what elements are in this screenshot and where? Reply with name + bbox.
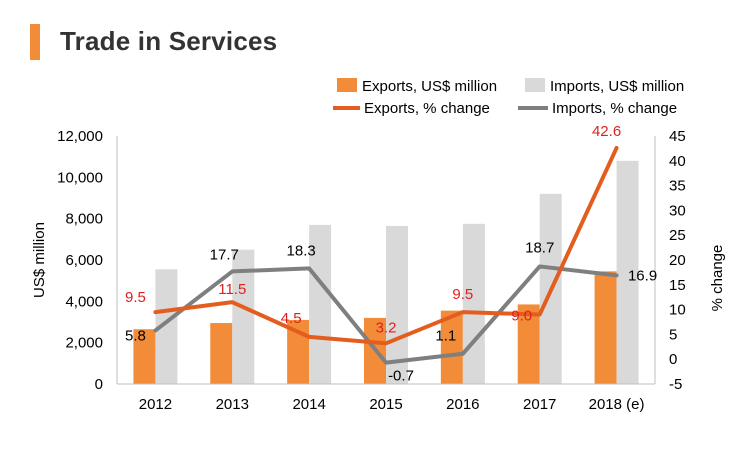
page-title: Trade in Services (60, 26, 278, 56)
exports-change-label: 4.5 (281, 310, 302, 327)
y2-tick-label: 40 (669, 153, 686, 170)
exports-bar (133, 329, 156, 384)
y2-tick-label: 10 (669, 302, 686, 319)
exports-change-line (153, 145, 619, 346)
y2-tick-label: 35 (669, 178, 686, 195)
y-tick-label: 10,000 (57, 169, 103, 186)
y2-tick-label: 20 (669, 252, 686, 269)
imports-bar (616, 160, 639, 384)
y2-tick-label: 45 (669, 128, 686, 145)
x-tick-label: 2018 (e) (589, 396, 645, 413)
imports-bar (232, 249, 255, 384)
imports-change-label: 16.9 (628, 267, 657, 284)
exports-bar (210, 323, 233, 384)
y-tick-label: 4,000 (65, 293, 103, 310)
y-axis-title: US$ million (31, 222, 48, 298)
y-tick-label: 12,000 (57, 128, 103, 145)
exports-bar (594, 271, 617, 384)
x-tick-label: 2017 (523, 396, 556, 413)
imports-change-label: -0.7 (388, 368, 414, 385)
y2-tick-label: 30 (669, 202, 686, 219)
x-tick-label: 2016 (446, 396, 479, 413)
exports-bar (517, 304, 540, 384)
imports-change-line (153, 264, 619, 365)
exports-change-label: 9.5 (452, 286, 473, 303)
y2-tick-label: 15 (669, 277, 686, 294)
imports-change-label: 18.7 (525, 239, 554, 256)
legend-swatch-imports-bar (525, 78, 545, 92)
y-tick-label: 2,000 (65, 335, 103, 352)
exports-change-label: 9.5 (125, 289, 146, 306)
exports-change-label: 3.2 (376, 319, 397, 336)
y2-tick-label: 5 (669, 326, 677, 343)
exports-change-label: 11.5 (218, 281, 246, 298)
imports-bar (462, 223, 485, 384)
legend-label-exports-bar: Exports, US$ million (362, 78, 497, 95)
imports-change-label: 17.7 (210, 246, 239, 263)
imports-change-label: 1.1 (435, 328, 456, 345)
y2-tick-label: 25 (669, 227, 686, 244)
legend-label-imports-bar: Imports, US$ million (550, 78, 684, 95)
legend-label-exports-line: Exports, % change (364, 100, 490, 117)
imports-change-label: 5.8 (125, 327, 146, 344)
y2-tick-label: -5 (669, 376, 682, 393)
imports-change-label: 18.3 (287, 242, 316, 259)
x-tick-label: 2015 (369, 396, 402, 413)
x-tick-label: 2013 (216, 396, 249, 413)
imports-bar (155, 269, 178, 384)
legend-swatch-exports-bar (337, 78, 357, 92)
y2-axis-title: % change (709, 245, 726, 312)
y-tick-label: 6,000 (65, 252, 103, 269)
exports-bar (440, 310, 463, 384)
y-tick-label: 0 (95, 376, 103, 393)
legend-label-imports-line: Imports, % change (552, 100, 677, 117)
x-tick-label: 2012 (139, 396, 172, 413)
exports-change-label: 9.0 (511, 308, 532, 325)
title-accent-bar (30, 24, 40, 60)
y2-tick-label: 0 (669, 351, 677, 368)
imports-bar (309, 224, 332, 384)
exports-change-label: 42.6 (592, 123, 621, 140)
y-tick-label: 8,000 (65, 211, 103, 228)
imports-bar (386, 225, 408, 384)
x-tick-label: 2014 (292, 396, 325, 413)
